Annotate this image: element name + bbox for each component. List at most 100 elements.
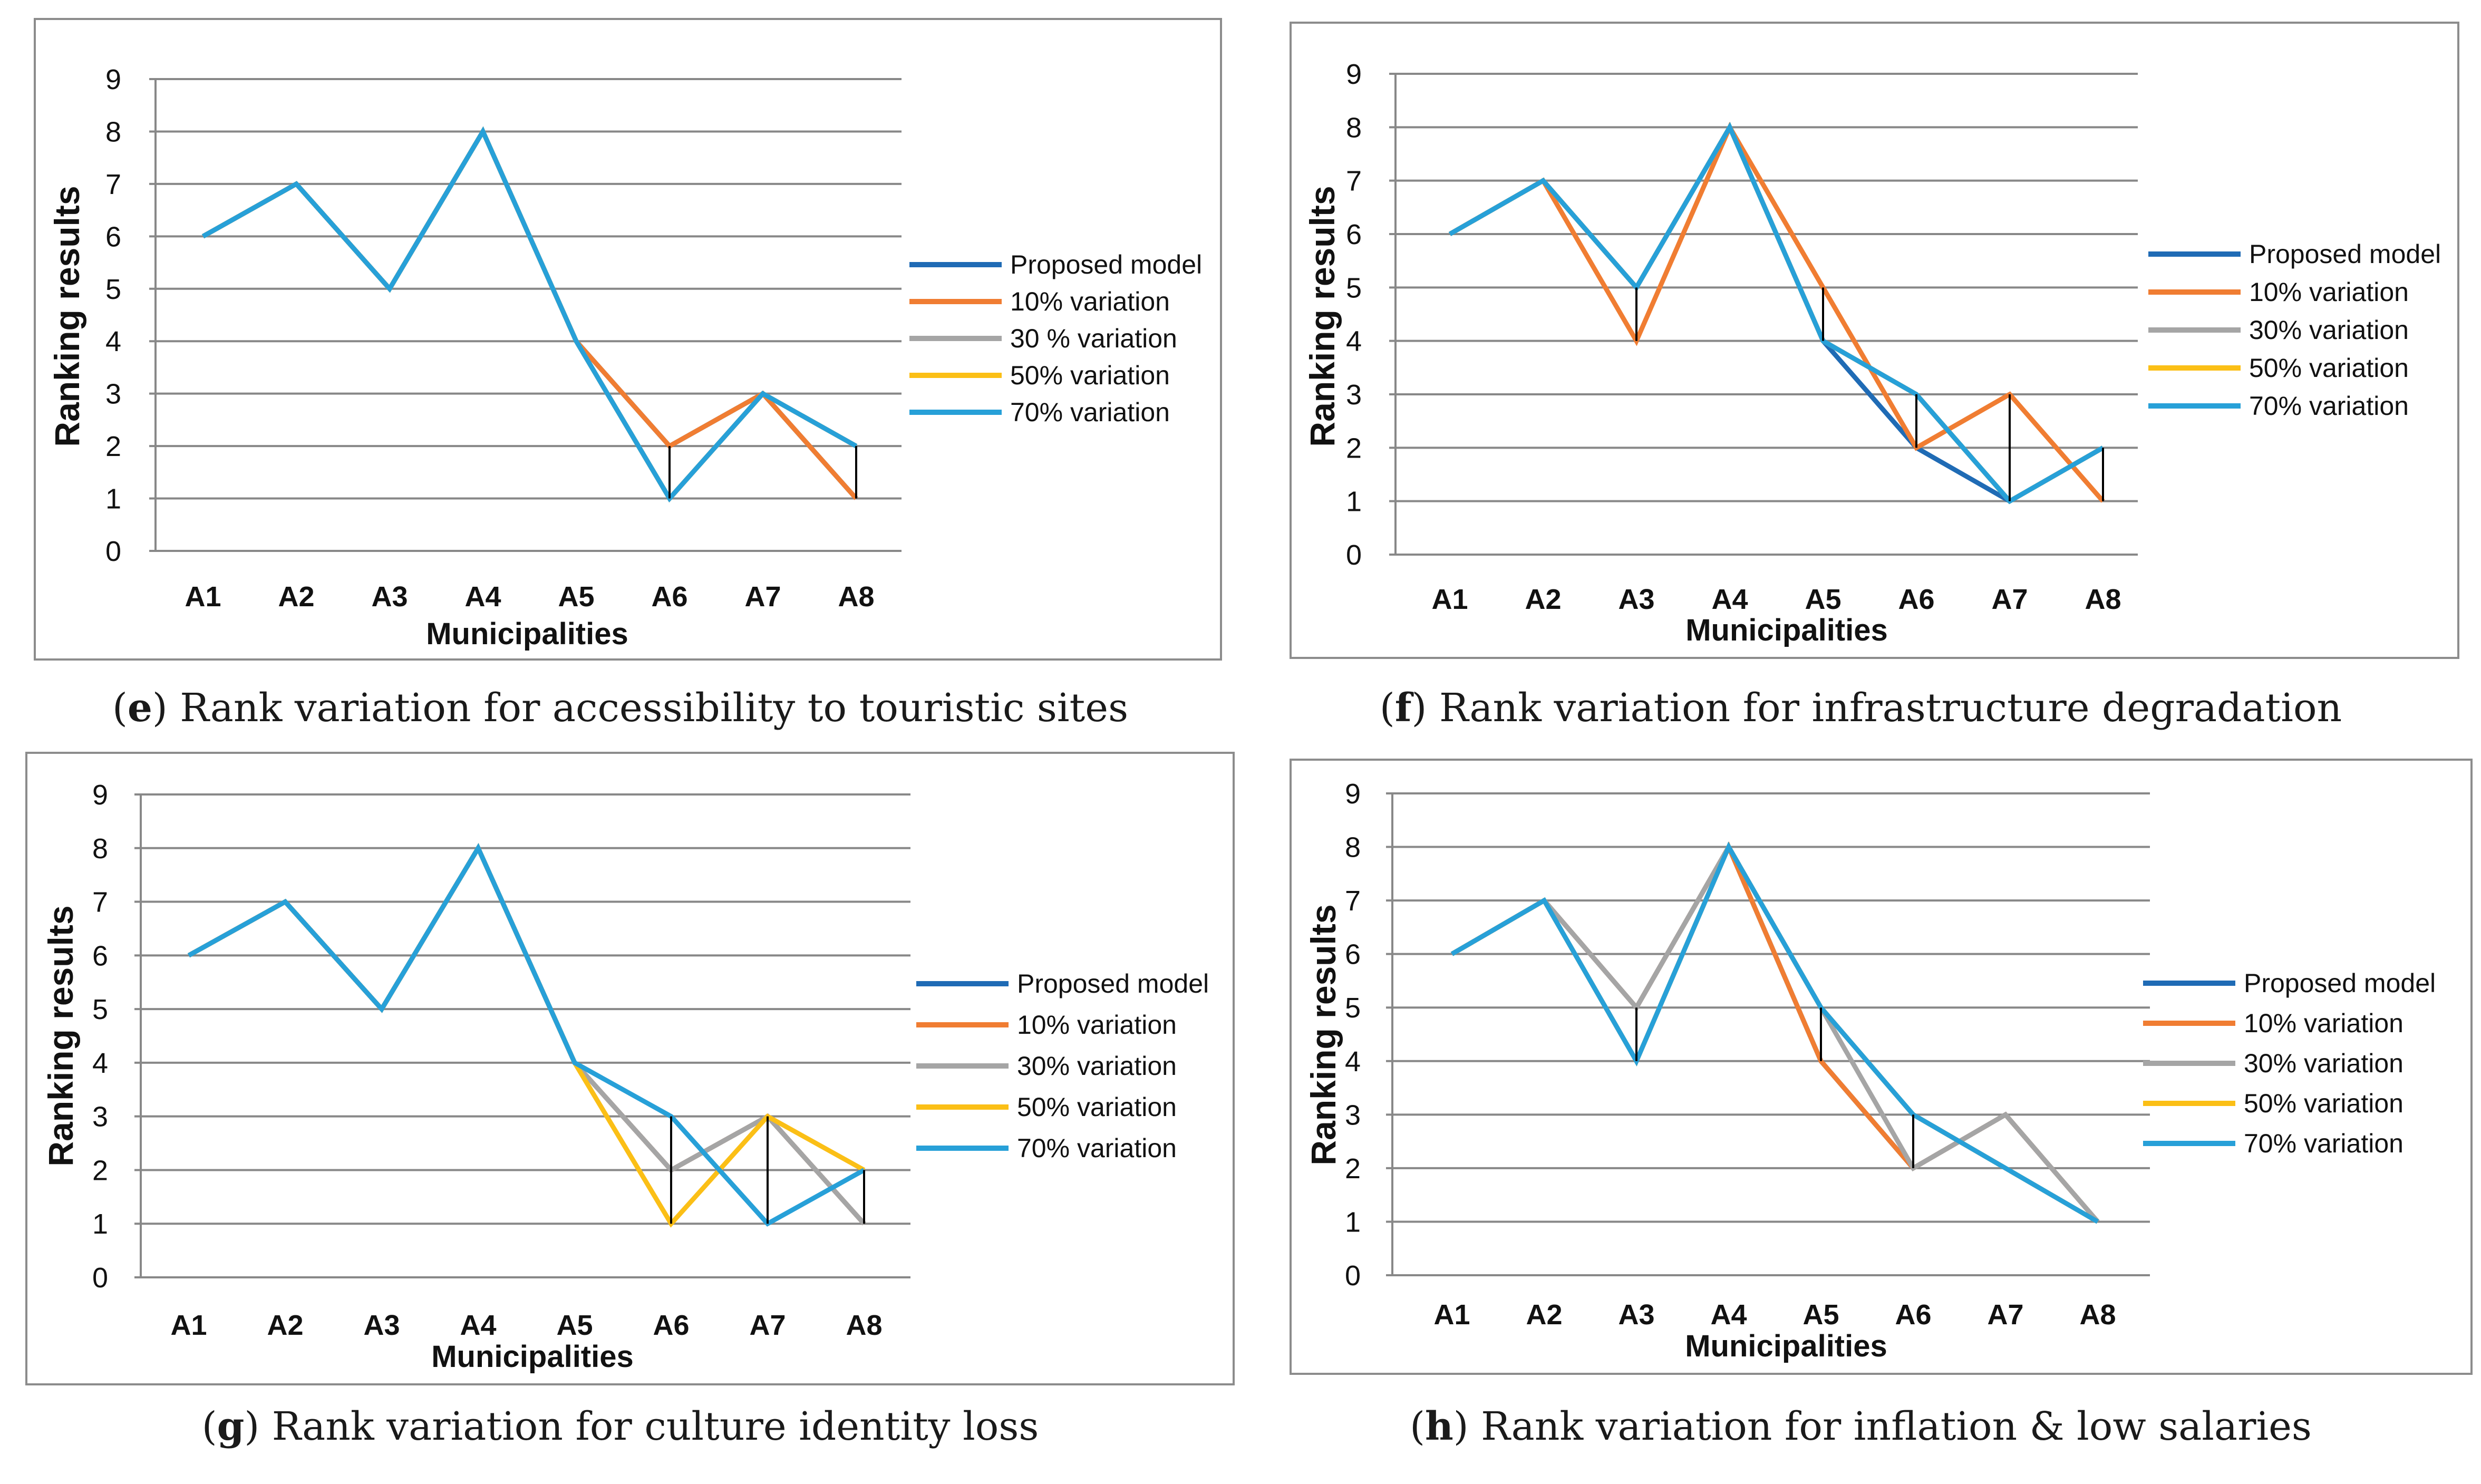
y-tick-label: 2 bbox=[92, 1155, 108, 1186]
legend-label: 10% variation bbox=[2249, 277, 2409, 307]
x-category-label: A8 bbox=[838, 581, 874, 613]
caption-letter: g bbox=[217, 1404, 245, 1449]
chart-svg-e: 0 1 2 3 4 5 6 7 8 9 A1 A2 A3 A4 A5 A6 A7 A8 Municipalities… bbox=[34, 18, 1222, 661]
chart-svg-g: 0 1 2 3 4 5 6 7 8 9 A1 A2 A3 A4 A5 A6 A7 A8 Municipalities… bbox=[25, 752, 1235, 1385]
y-tick-label: 8 bbox=[92, 833, 108, 865]
x-category-label: A3 bbox=[363, 1310, 400, 1341]
x-category-label: A4 bbox=[460, 1310, 496, 1341]
x-category-label: A6 bbox=[651, 581, 687, 613]
legend-label: 50% variation bbox=[1017, 1092, 1177, 1122]
caption-letter: e bbox=[127, 685, 152, 731]
caption-text: ) Rank variation for accessibility to to… bbox=[152, 685, 1129, 731]
y-tick-label: 5 bbox=[92, 994, 108, 1025]
y-tick-label: 7 bbox=[1345, 885, 1361, 917]
y-tick-label: 9 bbox=[92, 779, 108, 811]
caption-letter: h bbox=[1424, 1404, 1453, 1449]
x-category-label: A3 bbox=[371, 581, 408, 613]
caption-text: ) Rank variation for culture identity lo… bbox=[244, 1404, 1039, 1449]
x-category-label: A5 bbox=[558, 581, 594, 613]
y-tick-label: 4 bbox=[105, 326, 121, 357]
y-tick-label: 7 bbox=[92, 887, 108, 918]
x-category-label: A8 bbox=[2085, 584, 2121, 615]
x-category-label: A6 bbox=[1895, 1299, 1931, 1331]
y-tick-label: 5 bbox=[1346, 272, 1362, 304]
caption-h: (h) Rank variation for inflation & low s… bbox=[1410, 1404, 2312, 1449]
y-tick-label: 2 bbox=[1345, 1153, 1361, 1185]
x-category-label: A6 bbox=[653, 1310, 689, 1341]
chart-frame bbox=[1290, 759, 2473, 1375]
legend-label: 10% variation bbox=[1010, 287, 1170, 316]
legend-label: 70% variation bbox=[2244, 1129, 2404, 1158]
series-line-v70 bbox=[187, 843, 866, 1227]
x-category-label: A7 bbox=[1991, 584, 2028, 615]
y-axis-title: Ranking results bbox=[47, 186, 86, 447]
y-tick-label: 3 bbox=[1346, 379, 1362, 411]
y-tick-label: 4 bbox=[1346, 326, 1362, 357]
legend-label: 70% variation bbox=[1017, 1133, 1177, 1163]
x-category-label: A1 bbox=[170, 1310, 207, 1341]
x-category-label: A4 bbox=[464, 581, 501, 613]
chart-svg-f: 0 1 2 3 4 5 6 7 8 9 A1 A2 A3 A4 A5 A6 A7 A8 Municipalities… bbox=[1290, 22, 2459, 659]
y-tick-label: 2 bbox=[1346, 432, 1362, 464]
x-axis-title: Municipalities bbox=[426, 617, 628, 651]
x-category-label: A5 bbox=[1802, 1299, 1839, 1331]
y-tick-label: 7 bbox=[105, 169, 121, 200]
caption-g: (g) Rank variation for culture identity … bbox=[201, 1404, 1039, 1449]
legend-label: 70% variation bbox=[1010, 397, 1170, 427]
legend-label: 30% variation bbox=[2244, 1049, 2404, 1078]
x-category-label: A6 bbox=[1898, 584, 1934, 615]
x-category-label: A7 bbox=[744, 581, 781, 613]
legend-label: 50% variation bbox=[2249, 353, 2409, 383]
x-category-label: A3 bbox=[1618, 584, 1654, 615]
y-tick-label: 1 bbox=[105, 483, 121, 515]
y-tick-label: 5 bbox=[1345, 992, 1361, 1024]
legend-label: 70% variation bbox=[2249, 391, 2409, 421]
x-category-label: A4 bbox=[1711, 584, 1748, 615]
y-tick-label: 4 bbox=[1345, 1046, 1361, 1078]
y-tick-label: 3 bbox=[105, 379, 121, 410]
y-axis-title: Ranking results bbox=[1303, 186, 1342, 447]
caption-e: (e) Rank variation for accessibility to … bbox=[112, 685, 1129, 731]
legend-label: Proposed model bbox=[2244, 968, 2436, 998]
chart-svg-h: 0 1 2 3 4 5 6 7 8 9 A1 A2 A3 A4 A5 A6 A7 A8 Municipalities… bbox=[1290, 759, 2473, 1375]
legend-label: 10% variation bbox=[1017, 1010, 1177, 1040]
series-line-v70 bbox=[201, 126, 858, 503]
y-tick-label: 8 bbox=[1346, 112, 1362, 143]
legend-label: Proposed model bbox=[1010, 250, 1202, 279]
x-axis-title: Municipalities bbox=[1685, 1329, 1887, 1363]
chart-frame bbox=[34, 18, 1222, 661]
x-category-label: A1 bbox=[185, 581, 221, 613]
x-category-label: A4 bbox=[1710, 1299, 1747, 1331]
y-tick-label: 1 bbox=[1346, 486, 1362, 518]
legend-label: 50% variation bbox=[1010, 361, 1170, 390]
y-tick-label: 0 bbox=[92, 1262, 108, 1294]
y-tick-label: 6 bbox=[105, 221, 121, 253]
y-tick-label: 6 bbox=[1346, 219, 1362, 250]
legend-label: 30 % variation bbox=[1010, 324, 1177, 353]
x-category-label: A2 bbox=[1526, 1299, 1562, 1331]
x-category-label: A8 bbox=[846, 1310, 882, 1341]
y-axis-title: Ranking results bbox=[1304, 904, 1343, 1165]
x-category-label: A7 bbox=[749, 1310, 786, 1341]
legend-label: 30% variation bbox=[2249, 315, 2409, 345]
x-category-label: A7 bbox=[1987, 1299, 2023, 1331]
y-tick-label: 6 bbox=[1345, 939, 1361, 971]
x-category-label: A1 bbox=[1431, 584, 1468, 615]
x-category-label: A2 bbox=[278, 581, 314, 613]
chart-panel-h: 0 1 2 3 4 5 6 7 8 9 A1 A2 A3 A4 A5 A6 A7 A8 Municipalities… bbox=[1240, 738, 2481, 1484]
x-category-label: A5 bbox=[556, 1310, 593, 1341]
y-tick-label: 0 bbox=[1346, 539, 1362, 571]
x-axis-title: Municipalities bbox=[1685, 613, 1888, 647]
y-tick-label: 3 bbox=[92, 1101, 108, 1133]
y-tick-label: 7 bbox=[1346, 166, 1362, 197]
caption-letter: f bbox=[1394, 685, 1412, 731]
x-category-label: A1 bbox=[1433, 1299, 1470, 1331]
y-tick-label: 0 bbox=[105, 536, 121, 567]
x-category-label: A2 bbox=[1525, 584, 1561, 615]
y-tick-label: 1 bbox=[92, 1208, 108, 1240]
y-tick-label: 8 bbox=[1345, 832, 1361, 864]
y-tick-label: 8 bbox=[105, 116, 121, 148]
legend-label: 30% variation bbox=[1017, 1051, 1177, 1081]
x-axis-title: Municipalities bbox=[431, 1340, 634, 1374]
y-tick-label: 9 bbox=[1345, 778, 1361, 810]
